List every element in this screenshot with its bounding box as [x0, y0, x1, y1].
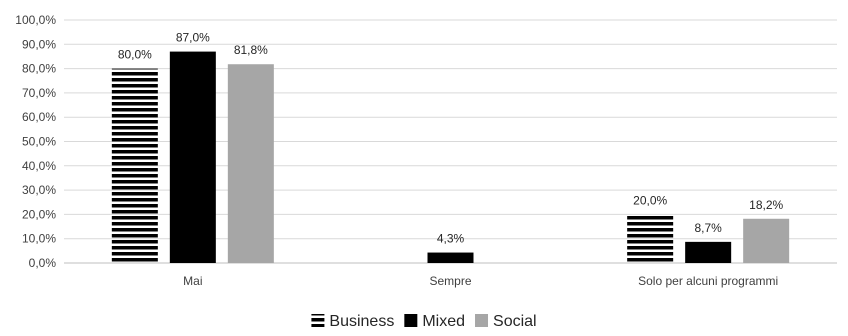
category-label: Sempre — [429, 274, 471, 288]
category-label: Solo per alcuni programmi — [638, 274, 778, 288]
bar-mixed-2 — [685, 241, 732, 263]
legend-label: Business — [329, 313, 394, 330]
y-tick-label: 40,0% — [22, 159, 56, 173]
y-tick-label: 20,0% — [22, 207, 56, 221]
bar-mixed-0 — [169, 51, 216, 264]
data-label: 20,0% — [633, 193, 667, 207]
legend-swatch-business — [311, 314, 325, 327]
y-tick-label: 60,0% — [22, 110, 56, 124]
legend-label: Mixed — [422, 313, 465, 330]
y-axis-tick-labels: 0,0% 10,0% 20,0% 30,0% 40,0% 50,0% 60,0% 70,0% 8… — [15, 13, 56, 270]
legend-swatch-social — [475, 314, 489, 327]
category-label: Mai — [183, 274, 202, 288]
data-label: 80,0% — [118, 48, 152, 62]
data-label: 8,7% — [694, 221, 722, 235]
data-label: 18,2% — [749, 198, 783, 212]
legend: Business Mixed Social — [311, 313, 537, 330]
y-tick-label: 50,0% — [22, 135, 56, 149]
bar-business-2 — [627, 214, 674, 263]
y-tick-label: 0,0% — [29, 256, 57, 270]
bars — [111, 51, 790, 264]
x-axis-category-labels: Mai Sempre Solo per alcuni programmi — [183, 274, 778, 288]
bar-mixed-1 — [427, 252, 474, 263]
bar-social-0 — [227, 64, 274, 263]
y-tick-label: 70,0% — [22, 86, 56, 100]
y-tick-label: 100,0% — [15, 13, 56, 27]
data-label: 4,3% — [437, 232, 465, 246]
data-label: 81,8% — [234, 43, 268, 57]
legend-label: Social — [493, 313, 537, 330]
y-tick-label: 30,0% — [22, 183, 56, 197]
y-tick-label: 80,0% — [22, 62, 56, 76]
bar-social-2 — [743, 218, 790, 263]
legend-swatch-mixed — [404, 314, 418, 327]
data-label: 87,0% — [176, 31, 210, 45]
bar-business-0 — [111, 68, 158, 263]
y-tick-label: 10,0% — [22, 232, 56, 246]
data-labels: 80,0% 87,0% 81,8% 4,3% 20,0% 8,7% 18,2% — [118, 31, 784, 246]
y-tick-label: 90,0% — [22, 37, 56, 51]
